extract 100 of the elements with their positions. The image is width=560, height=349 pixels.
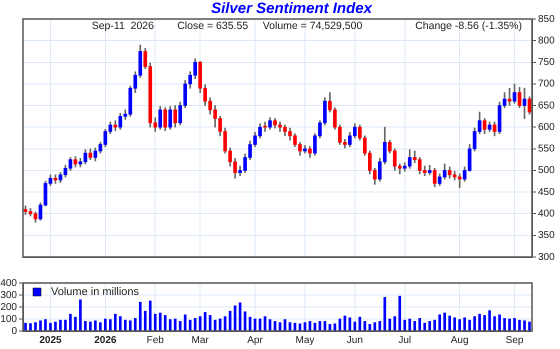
annotation: Volume = 74,529,500 bbox=[262, 20, 362, 32]
bar bbox=[268, 319, 272, 331]
bar bbox=[344, 316, 346, 331]
bar bbox=[274, 321, 276, 331]
bar bbox=[84, 321, 87, 331]
bar bbox=[104, 318, 107, 331]
y-tick-label: 100 bbox=[0, 314, 18, 325]
bar bbox=[248, 316, 252, 331]
bar bbox=[314, 322, 316, 331]
annotation: Close = 635.55 bbox=[177, 20, 248, 32]
bar bbox=[334, 323, 336, 331]
bar bbox=[418, 318, 422, 331]
bar bbox=[413, 321, 416, 331]
bar bbox=[503, 318, 506, 331]
bar bbox=[174, 318, 177, 331]
y-tick-label: 600 bbox=[538, 122, 556, 133]
bar bbox=[218, 318, 222, 331]
bar bbox=[184, 314, 187, 331]
bar bbox=[523, 320, 526, 331]
bar bbox=[64, 320, 67, 331]
bar bbox=[118, 316, 122, 331]
bar bbox=[148, 300, 152, 331]
y-tick-label: 800 bbox=[538, 35, 556, 46]
bar bbox=[74, 316, 77, 331]
candlestick bbox=[54, 174, 58, 184]
candlestick bbox=[522, 88, 526, 119]
bar bbox=[288, 322, 292, 331]
x-tick-label: 2025 bbox=[39, 334, 62, 346]
bar bbox=[254, 318, 256, 331]
x-tick-label: Jul bbox=[398, 334, 412, 346]
y-tick-label: 400 bbox=[538, 208, 556, 220]
bar bbox=[378, 321, 382, 331]
candlestick bbox=[263, 122, 267, 132]
bar bbox=[234, 305, 236, 331]
bar bbox=[473, 316, 476, 331]
bar bbox=[383, 297, 386, 331]
bar bbox=[154, 314, 157, 331]
annotation: Sep-11 2026 bbox=[92, 20, 154, 32]
bar bbox=[294, 322, 296, 331]
y-tick-label: 300 bbox=[0, 290, 18, 301]
bar bbox=[158, 312, 162, 331]
annotation: Change -8.56 (-1.35%) bbox=[415, 20, 522, 32]
bar bbox=[258, 318, 262, 331]
bar bbox=[364, 321, 366, 331]
bar bbox=[204, 312, 206, 331]
bar bbox=[354, 322, 356, 331]
bar bbox=[358, 316, 362, 331]
bar bbox=[244, 311, 246, 331]
bar bbox=[488, 310, 491, 331]
x-tick-label: Sep bbox=[506, 334, 524, 346]
bar bbox=[114, 314, 117, 331]
y-tick-label: 850 bbox=[538, 14, 556, 25]
x-tick-label: Jun bbox=[346, 334, 363, 346]
bar bbox=[443, 312, 446, 331]
bar bbox=[403, 320, 406, 331]
bar bbox=[44, 319, 47, 331]
bar bbox=[348, 317, 352, 331]
bar bbox=[324, 321, 326, 331]
bar bbox=[308, 321, 312, 331]
y-tick-label: 300 bbox=[538, 252, 556, 263]
bar bbox=[29, 323, 32, 331]
bar bbox=[89, 322, 92, 331]
bar bbox=[144, 310, 147, 331]
bar bbox=[278, 322, 282, 331]
bar bbox=[388, 318, 392, 331]
x-tick-label: Aug bbox=[450, 334, 469, 346]
bar bbox=[433, 320, 436, 331]
bar bbox=[264, 316, 266, 331]
x-tick-label: May bbox=[295, 334, 314, 346]
bar bbox=[513, 318, 516, 331]
bar bbox=[94, 320, 97, 331]
bar bbox=[224, 316, 226, 331]
bar bbox=[463, 317, 466, 331]
bar bbox=[138, 302, 142, 331]
bar bbox=[438, 314, 442, 331]
bar bbox=[508, 318, 511, 331]
x-tick-label: Apr bbox=[247, 334, 264, 346]
bar bbox=[453, 317, 456, 331]
bar bbox=[428, 321, 432, 331]
x-tick-label: 2026 bbox=[94, 334, 117, 346]
bar bbox=[498, 314, 501, 331]
bar bbox=[188, 320, 192, 331]
bar bbox=[328, 324, 332, 331]
bar bbox=[164, 315, 167, 331]
y-tick-label: 500 bbox=[538, 165, 556, 176]
bar bbox=[214, 320, 216, 331]
bar bbox=[49, 322, 52, 331]
bar bbox=[483, 315, 486, 331]
bar bbox=[398, 296, 402, 331]
bar bbox=[393, 316, 396, 331]
bar bbox=[134, 318, 137, 331]
bar bbox=[208, 315, 212, 331]
y-tick-label: 350 bbox=[538, 230, 556, 242]
chart-title: Silver Sentiment Index bbox=[211, 0, 373, 18]
bar bbox=[79, 299, 82, 331]
bar bbox=[448, 316, 451, 331]
x-tick-label: Feb bbox=[146, 334, 164, 346]
bar bbox=[69, 314, 72, 331]
bar bbox=[468, 320, 471, 331]
x-tick-label: Mar bbox=[192, 334, 210, 346]
